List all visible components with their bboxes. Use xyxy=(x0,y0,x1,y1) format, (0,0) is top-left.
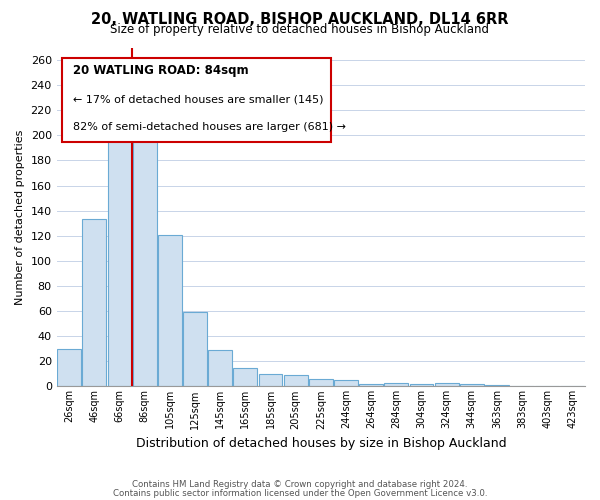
Bar xyxy=(57,348,81,387)
Text: Contains public sector information licensed under the Open Government Licence v3: Contains public sector information licen… xyxy=(113,488,487,498)
Bar xyxy=(208,350,232,387)
Bar xyxy=(233,368,257,386)
Bar xyxy=(133,134,157,386)
Bar xyxy=(410,384,433,386)
Text: 20, WATLING ROAD, BISHOP AUCKLAND, DL14 6RR: 20, WATLING ROAD, BISHOP AUCKLAND, DL14 … xyxy=(91,12,509,28)
Y-axis label: Number of detached properties: Number of detached properties xyxy=(15,130,25,304)
Bar xyxy=(359,384,383,386)
Bar xyxy=(183,312,207,386)
Bar xyxy=(284,375,308,386)
Bar xyxy=(259,374,283,386)
Text: 20 WATLING ROAD: 84sqm: 20 WATLING ROAD: 84sqm xyxy=(73,64,248,78)
Bar xyxy=(334,380,358,386)
Text: 82% of semi-detached houses are larger (681) →: 82% of semi-detached houses are larger (… xyxy=(73,122,346,132)
Bar xyxy=(158,234,182,386)
Text: Size of property relative to detached houses in Bishop Auckland: Size of property relative to detached ho… xyxy=(110,22,490,36)
Bar xyxy=(485,385,509,386)
Bar xyxy=(385,382,408,386)
Text: Contains HM Land Registry data © Crown copyright and database right 2024.: Contains HM Land Registry data © Crown c… xyxy=(132,480,468,489)
X-axis label: Distribution of detached houses by size in Bishop Auckland: Distribution of detached houses by size … xyxy=(136,437,506,450)
Bar xyxy=(107,126,131,386)
Text: ← 17% of detached houses are smaller (145): ← 17% of detached houses are smaller (14… xyxy=(73,95,323,105)
Bar xyxy=(82,220,106,386)
Bar xyxy=(309,379,333,386)
Bar xyxy=(434,382,458,386)
Bar xyxy=(460,384,484,386)
FancyBboxPatch shape xyxy=(62,58,331,142)
